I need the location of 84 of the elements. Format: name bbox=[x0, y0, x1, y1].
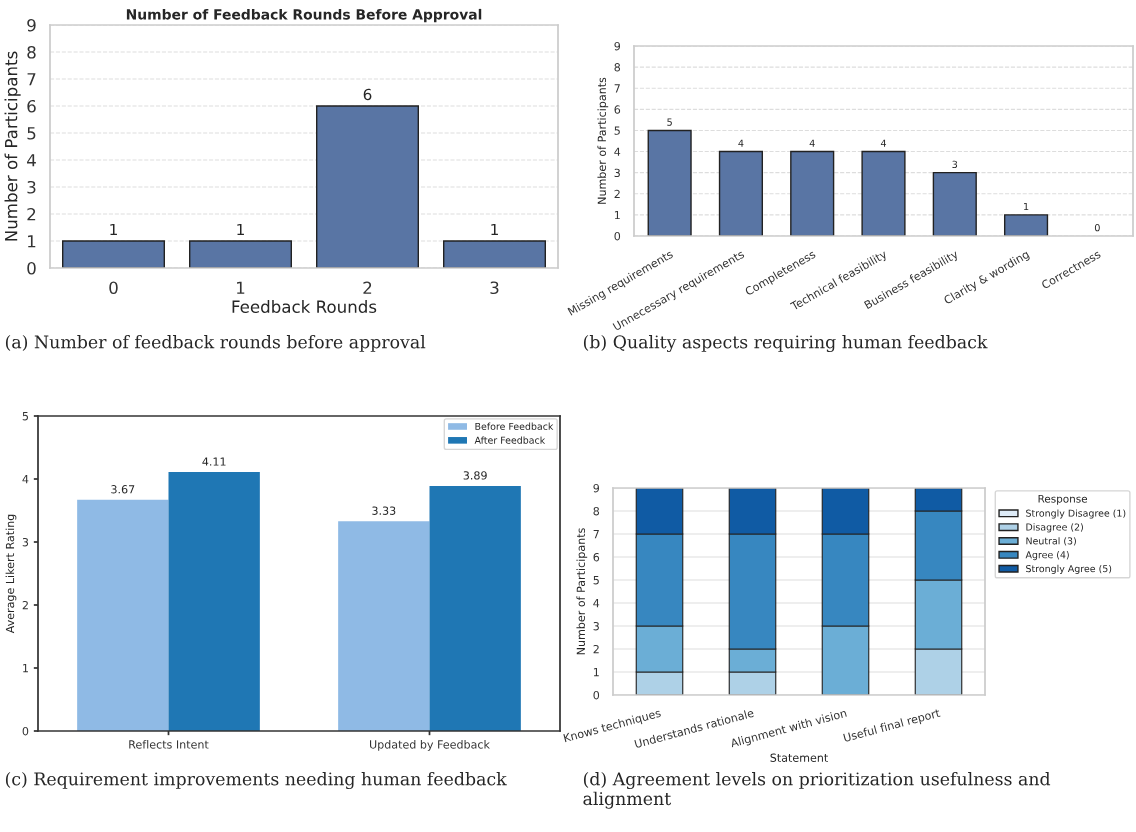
bar bbox=[77, 499, 169, 731]
data-label: 4 bbox=[809, 139, 815, 147]
legend-label: After Feedback bbox=[474, 436, 546, 444]
text: (d) Agreement levels on prioritization usefulness and alignment bbox=[583, 772, 1051, 809]
text: (c) Requirement improvements needing human feedback bbox=[5, 772, 507, 790]
y-tick-label: 0 bbox=[593, 690, 600, 700]
y-tick-label: 9 bbox=[27, 18, 36, 32]
y-axis-title: Number of Participants bbox=[4, 51, 21, 241]
y-tick-label: 4 bbox=[22, 475, 29, 484]
y-axis-title: Average Likert Rating bbox=[5, 514, 17, 634]
y-axis-title: Number of Participants bbox=[576, 528, 588, 655]
legend-label: Disagree (2) bbox=[1026, 523, 1083, 533]
y-tick-label: 2 bbox=[27, 207, 36, 221]
x-axis-title: Feedback Rounds bbox=[232, 300, 377, 313]
x-tick-label: 1 bbox=[237, 281, 245, 294]
bar bbox=[790, 150, 835, 236]
legend-title: Response bbox=[1038, 494, 1088, 505]
data-label: 1 bbox=[491, 223, 498, 236]
y-tick-label: 7 bbox=[27, 73, 36, 86]
y-tick-label: 1 bbox=[23, 664, 28, 673]
y-tick-label: 9 bbox=[614, 41, 621, 51]
x-tick-label: 2 bbox=[363, 281, 372, 294]
bar bbox=[718, 150, 764, 236]
y-tick-label: 8 bbox=[593, 506, 600, 516]
y-tick-label: 7 bbox=[614, 84, 620, 93]
y-tick-label: 1 bbox=[28, 235, 36, 248]
x-tick-label: Updated by Feedback bbox=[370, 740, 490, 751]
y-tick-label: 4 bbox=[593, 599, 600, 608]
chart-title: Number of Feedback Rounds Before Approval bbox=[126, 8, 482, 23]
legend-label: Strongly Disagree (1) bbox=[1026, 509, 1126, 519]
text: (b) Quality aspects requiring human feedback bbox=[583, 335, 988, 353]
data-label: 6 bbox=[363, 88, 372, 101]
legend-label: Before Feedback bbox=[475, 422, 554, 430]
y-tick-label: 4 bbox=[27, 154, 36, 167]
y-tick-label: 6 bbox=[593, 552, 600, 562]
data-label: 1 bbox=[110, 223, 117, 236]
y-tick-label: 7 bbox=[593, 530, 599, 539]
y-tick-label: 5 bbox=[614, 126, 620, 135]
data-label: 1 bbox=[237, 223, 244, 236]
y-tick-label: 8 bbox=[27, 45, 36, 59]
data-label: 3 bbox=[952, 160, 958, 169]
data-label: 3.67 bbox=[111, 485, 135, 494]
x-tick-label: Reflects Intent bbox=[129, 740, 209, 749]
y-tick-label: 9 bbox=[593, 483, 600, 493]
y-tick-label: 0 bbox=[614, 231, 621, 241]
y-tick-label: 3 bbox=[593, 621, 599, 631]
y-tick-label: 5 bbox=[22, 412, 28, 421]
y-tick-label: 3 bbox=[614, 168, 620, 178]
y-tick-label: 3 bbox=[27, 180, 36, 194]
bar bbox=[932, 171, 977, 236]
data-label: 3.89 bbox=[463, 471, 487, 480]
y-tick-label: 5 bbox=[27, 127, 36, 140]
bar bbox=[168, 472, 260, 731]
legend-label: Strongly Agree (5) bbox=[1026, 564, 1112, 575]
bar bbox=[338, 521, 430, 731]
x-tick-label: 0 bbox=[109, 281, 118, 295]
data-label: 0 bbox=[1094, 223, 1100, 232]
y-tick-label: 2 bbox=[22, 600, 28, 610]
legend-label: Agree (4) bbox=[1025, 551, 1069, 561]
data-label: 1 bbox=[1024, 203, 1029, 211]
y-tick-label: 3 bbox=[22, 537, 29, 547]
data-label: 4 bbox=[738, 139, 744, 147]
bar bbox=[861, 150, 906, 236]
x-tick-label: 3 bbox=[490, 281, 499, 295]
y-tick-label: 4 bbox=[614, 147, 621, 156]
y-tick-label: 6 bbox=[27, 99, 36, 113]
y-axis-title: Number of Participants bbox=[597, 77, 609, 204]
y-tick-label: 2 bbox=[593, 644, 599, 654]
bar bbox=[1003, 214, 1049, 236]
y-tick-label: 1 bbox=[614, 211, 620, 220]
x-axis-title: Statement bbox=[770, 753, 828, 762]
data-label: 5 bbox=[667, 118, 672, 126]
bar bbox=[647, 129, 692, 236]
y-tick-label: 6 bbox=[614, 105, 621, 114]
data-label: 4.11 bbox=[202, 457, 226, 466]
y-tick-label: 8 bbox=[614, 63, 621, 72]
y-tick-label: 5 bbox=[593, 576, 599, 585]
y-tick-label: 2 bbox=[614, 189, 620, 198]
legend-label: Neutral (3) bbox=[1026, 537, 1076, 546]
text: (a) Number of feedback rounds before approval bbox=[5, 335, 426, 352]
y-tick-label: 1 bbox=[593, 668, 599, 677]
data-label: 4 bbox=[880, 139, 887, 147]
data-label: 3.33 bbox=[372, 506, 396, 515]
bar bbox=[429, 485, 521, 731]
